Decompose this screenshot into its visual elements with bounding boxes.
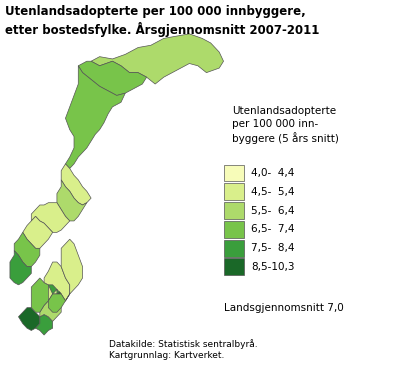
Polygon shape [48,285,61,301]
Bar [224,164,244,181]
Polygon shape [40,294,61,321]
Polygon shape [44,262,70,301]
Text: 6,5-  7,4: 6,5- 7,4 [251,224,295,234]
Polygon shape [78,61,146,96]
Text: 4,5-  5,4: 4,5- 5,4 [251,187,295,197]
Bar [224,183,244,200]
Bar [224,221,244,238]
Polygon shape [61,164,91,205]
Text: 7,5-  8,4: 7,5- 8,4 [251,243,295,253]
Text: Utenlandsadopterte
per 100 000 inn-
byggere (5 års snitt): Utenlandsadopterte per 100 000 inn- bygg… [232,107,339,144]
Polygon shape [10,251,31,285]
Text: Datakilde: Statistisk sentralbyrå.
Kartgrunnlag: Kartverket.: Datakilde: Statistisk sentralbyrå. Kartg… [109,339,258,360]
Polygon shape [31,203,70,232]
Text: Utenlandsadopterte per 100 000 innbyggere,
etter bostedsfylke. Årsgjennomsnitt 2: Utenlandsadopterte per 100 000 innbygger… [5,5,320,37]
Polygon shape [57,292,61,294]
Bar [224,240,244,257]
Polygon shape [48,285,66,301]
Bar [224,259,244,275]
Polygon shape [66,66,125,169]
Polygon shape [23,216,53,248]
Text: 8,5-10,3: 8,5-10,3 [251,262,295,272]
Polygon shape [48,294,66,312]
Text: Landsgjennomsnitt 7,0: Landsgjennomsnitt 7,0 [224,304,344,313]
Text: 5,5-  6,4: 5,5- 6,4 [251,206,295,215]
Polygon shape [91,34,224,84]
Polygon shape [19,308,40,330]
Polygon shape [31,278,53,312]
Bar [224,202,244,219]
Polygon shape [61,239,83,301]
Text: 4,0-  4,4: 4,0- 4,4 [251,168,295,178]
Polygon shape [57,180,87,221]
Polygon shape [14,232,40,266]
Polygon shape [36,314,53,335]
